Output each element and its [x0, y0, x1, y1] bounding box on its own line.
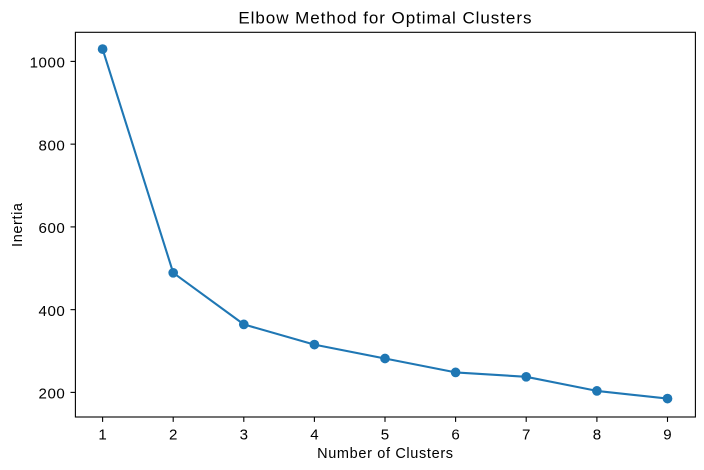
svg-text:Inertia: Inertia — [10, 202, 26, 247]
svg-text:1: 1 — [98, 426, 106, 443]
svg-text:600: 600 — [39, 220, 66, 237]
svg-text:3: 3 — [240, 426, 248, 443]
svg-text:Number of Clusters: Number of Clusters — [317, 446, 454, 462]
svg-text:800: 800 — [39, 137, 66, 154]
svg-text:8: 8 — [593, 426, 601, 443]
svg-text:1000: 1000 — [30, 55, 66, 72]
svg-text:9: 9 — [663, 426, 671, 443]
svg-text:400: 400 — [39, 303, 66, 320]
svg-text:200: 200 — [39, 386, 66, 403]
svg-text:7: 7 — [522, 426, 530, 443]
svg-text:6: 6 — [451, 426, 459, 443]
svg-text:2: 2 — [169, 426, 177, 443]
svg-text:5: 5 — [381, 426, 389, 443]
svg-text:Elbow Method for Optimal Clust: Elbow Method for Optimal Clusters — [238, 8, 532, 27]
svg-text:4: 4 — [310, 426, 318, 443]
